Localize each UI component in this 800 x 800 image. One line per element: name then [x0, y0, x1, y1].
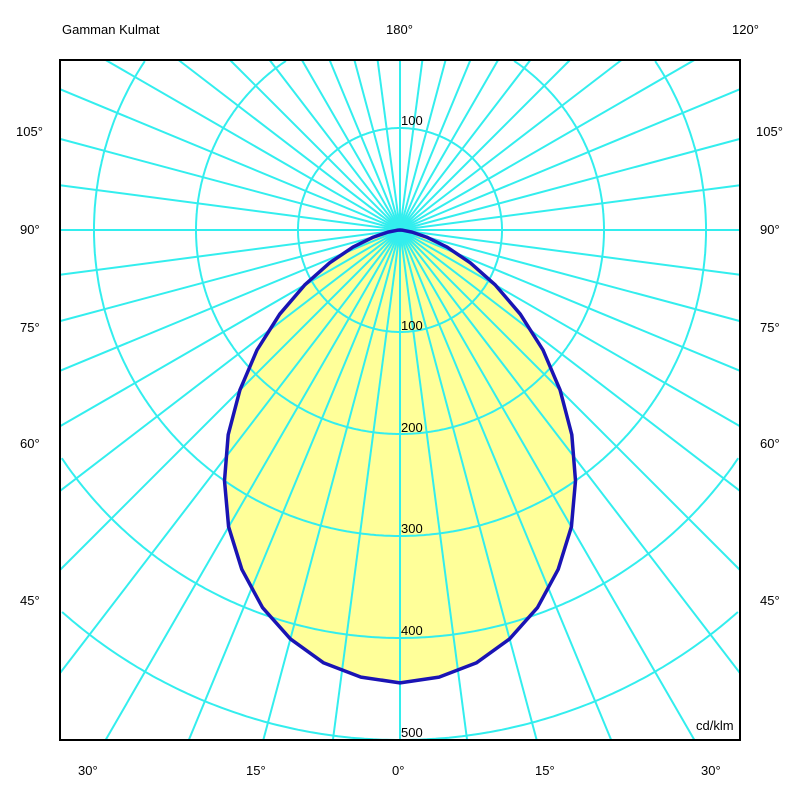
grid-ray — [399, 229, 538, 741]
distribution-curve — [222, 228, 578, 685]
grid-circle — [60, 457, 400, 639]
grid-ray — [59, 137, 401, 231]
angle-label-right: 105° — [756, 124, 783, 139]
radial-tick-upper: 100 — [401, 113, 423, 128]
chart-title: Gamman Kulmat — [62, 22, 160, 37]
grid-ray — [328, 59, 401, 231]
grid-circle — [400, 457, 740, 639]
grid-ray — [399, 229, 741, 276]
angle-label-left: 75° — [20, 320, 40, 335]
grid-ray — [399, 229, 613, 741]
grid-ray — [59, 229, 401, 674]
grid-circle — [93, 60, 400, 537]
grid-ray — [262, 229, 401, 741]
grid-ray — [399, 229, 741, 674]
plot-frame — [59, 59, 741, 741]
angle-label-left: 90° — [20, 222, 40, 237]
grid-ray — [268, 59, 401, 231]
angle-label-bottom: 0° — [392, 763, 405, 778]
grid-circle — [400, 611, 739, 741]
grid-ray — [59, 184, 401, 231]
angle-label-bottom: 30° — [701, 763, 721, 778]
grid-ray — [105, 59, 401, 231]
angle-label-bottom: 15° — [246, 763, 266, 778]
grid-ray — [399, 59, 571, 231]
grid-ray — [399, 59, 695, 231]
grid-ray — [187, 229, 401, 741]
radial-tick: 200 — [401, 420, 423, 435]
grid-circle — [195, 60, 400, 435]
angle-label-top: 180° — [386, 22, 413, 37]
grid-ray — [399, 59, 623, 231]
grid-ray — [353, 59, 401, 231]
grid-ray — [59, 229, 401, 428]
angle-label-left: 105° — [16, 124, 43, 139]
angle-label-bottom: 15° — [535, 763, 555, 778]
grid-ray — [399, 59, 532, 231]
grid-ray — [399, 229, 741, 428]
grid-ray — [59, 88, 401, 231]
unit-label: cd/klm — [696, 718, 734, 733]
grid-ray — [399, 184, 741, 231]
grid-ray — [177, 59, 401, 231]
angle-label-right: 45° — [760, 593, 780, 608]
grid-ray — [399, 229, 741, 323]
grid-ray — [399, 137, 741, 231]
grid-ray — [376, 59, 401, 231]
radial-tick: 100 — [401, 318, 423, 333]
grid-ray — [399, 59, 447, 231]
grid-circle — [400, 60, 707, 537]
grid-ray — [331, 229, 401, 741]
grid-ray — [399, 59, 499, 231]
grid-ray — [399, 59, 472, 231]
grid-circle — [400, 60, 605, 435]
grid-ray — [229, 59, 401, 231]
grid-ray — [399, 88, 741, 231]
grid-ray — [59, 229, 401, 571]
angle-label-left: 60° — [20, 436, 40, 451]
radial-tick: 300 — [401, 521, 423, 536]
grid-ray — [301, 59, 401, 231]
grid-ray — [59, 229, 401, 323]
grid-circle — [61, 611, 400, 741]
angle-label-right: 75° — [760, 320, 780, 335]
grid-ray — [399, 59, 424, 231]
angle-label-top: 120° — [732, 22, 759, 37]
angle-label-right: 90° — [760, 222, 780, 237]
grid-ray — [59, 229, 401, 492]
grid-ray — [399, 229, 469, 741]
grid-ray — [59, 229, 401, 276]
radial-tick: 400 — [401, 623, 423, 638]
radial-tick: 500 — [401, 725, 423, 740]
grid-ray — [399, 229, 741, 571]
grid-ray — [399, 229, 696, 741]
grid-ray — [399, 229, 741, 492]
grid-ray — [104, 229, 401, 741]
angle-label-bottom: 30° — [78, 763, 98, 778]
angle-label-right: 60° — [760, 436, 780, 451]
angle-label-left: 45° — [20, 593, 40, 608]
